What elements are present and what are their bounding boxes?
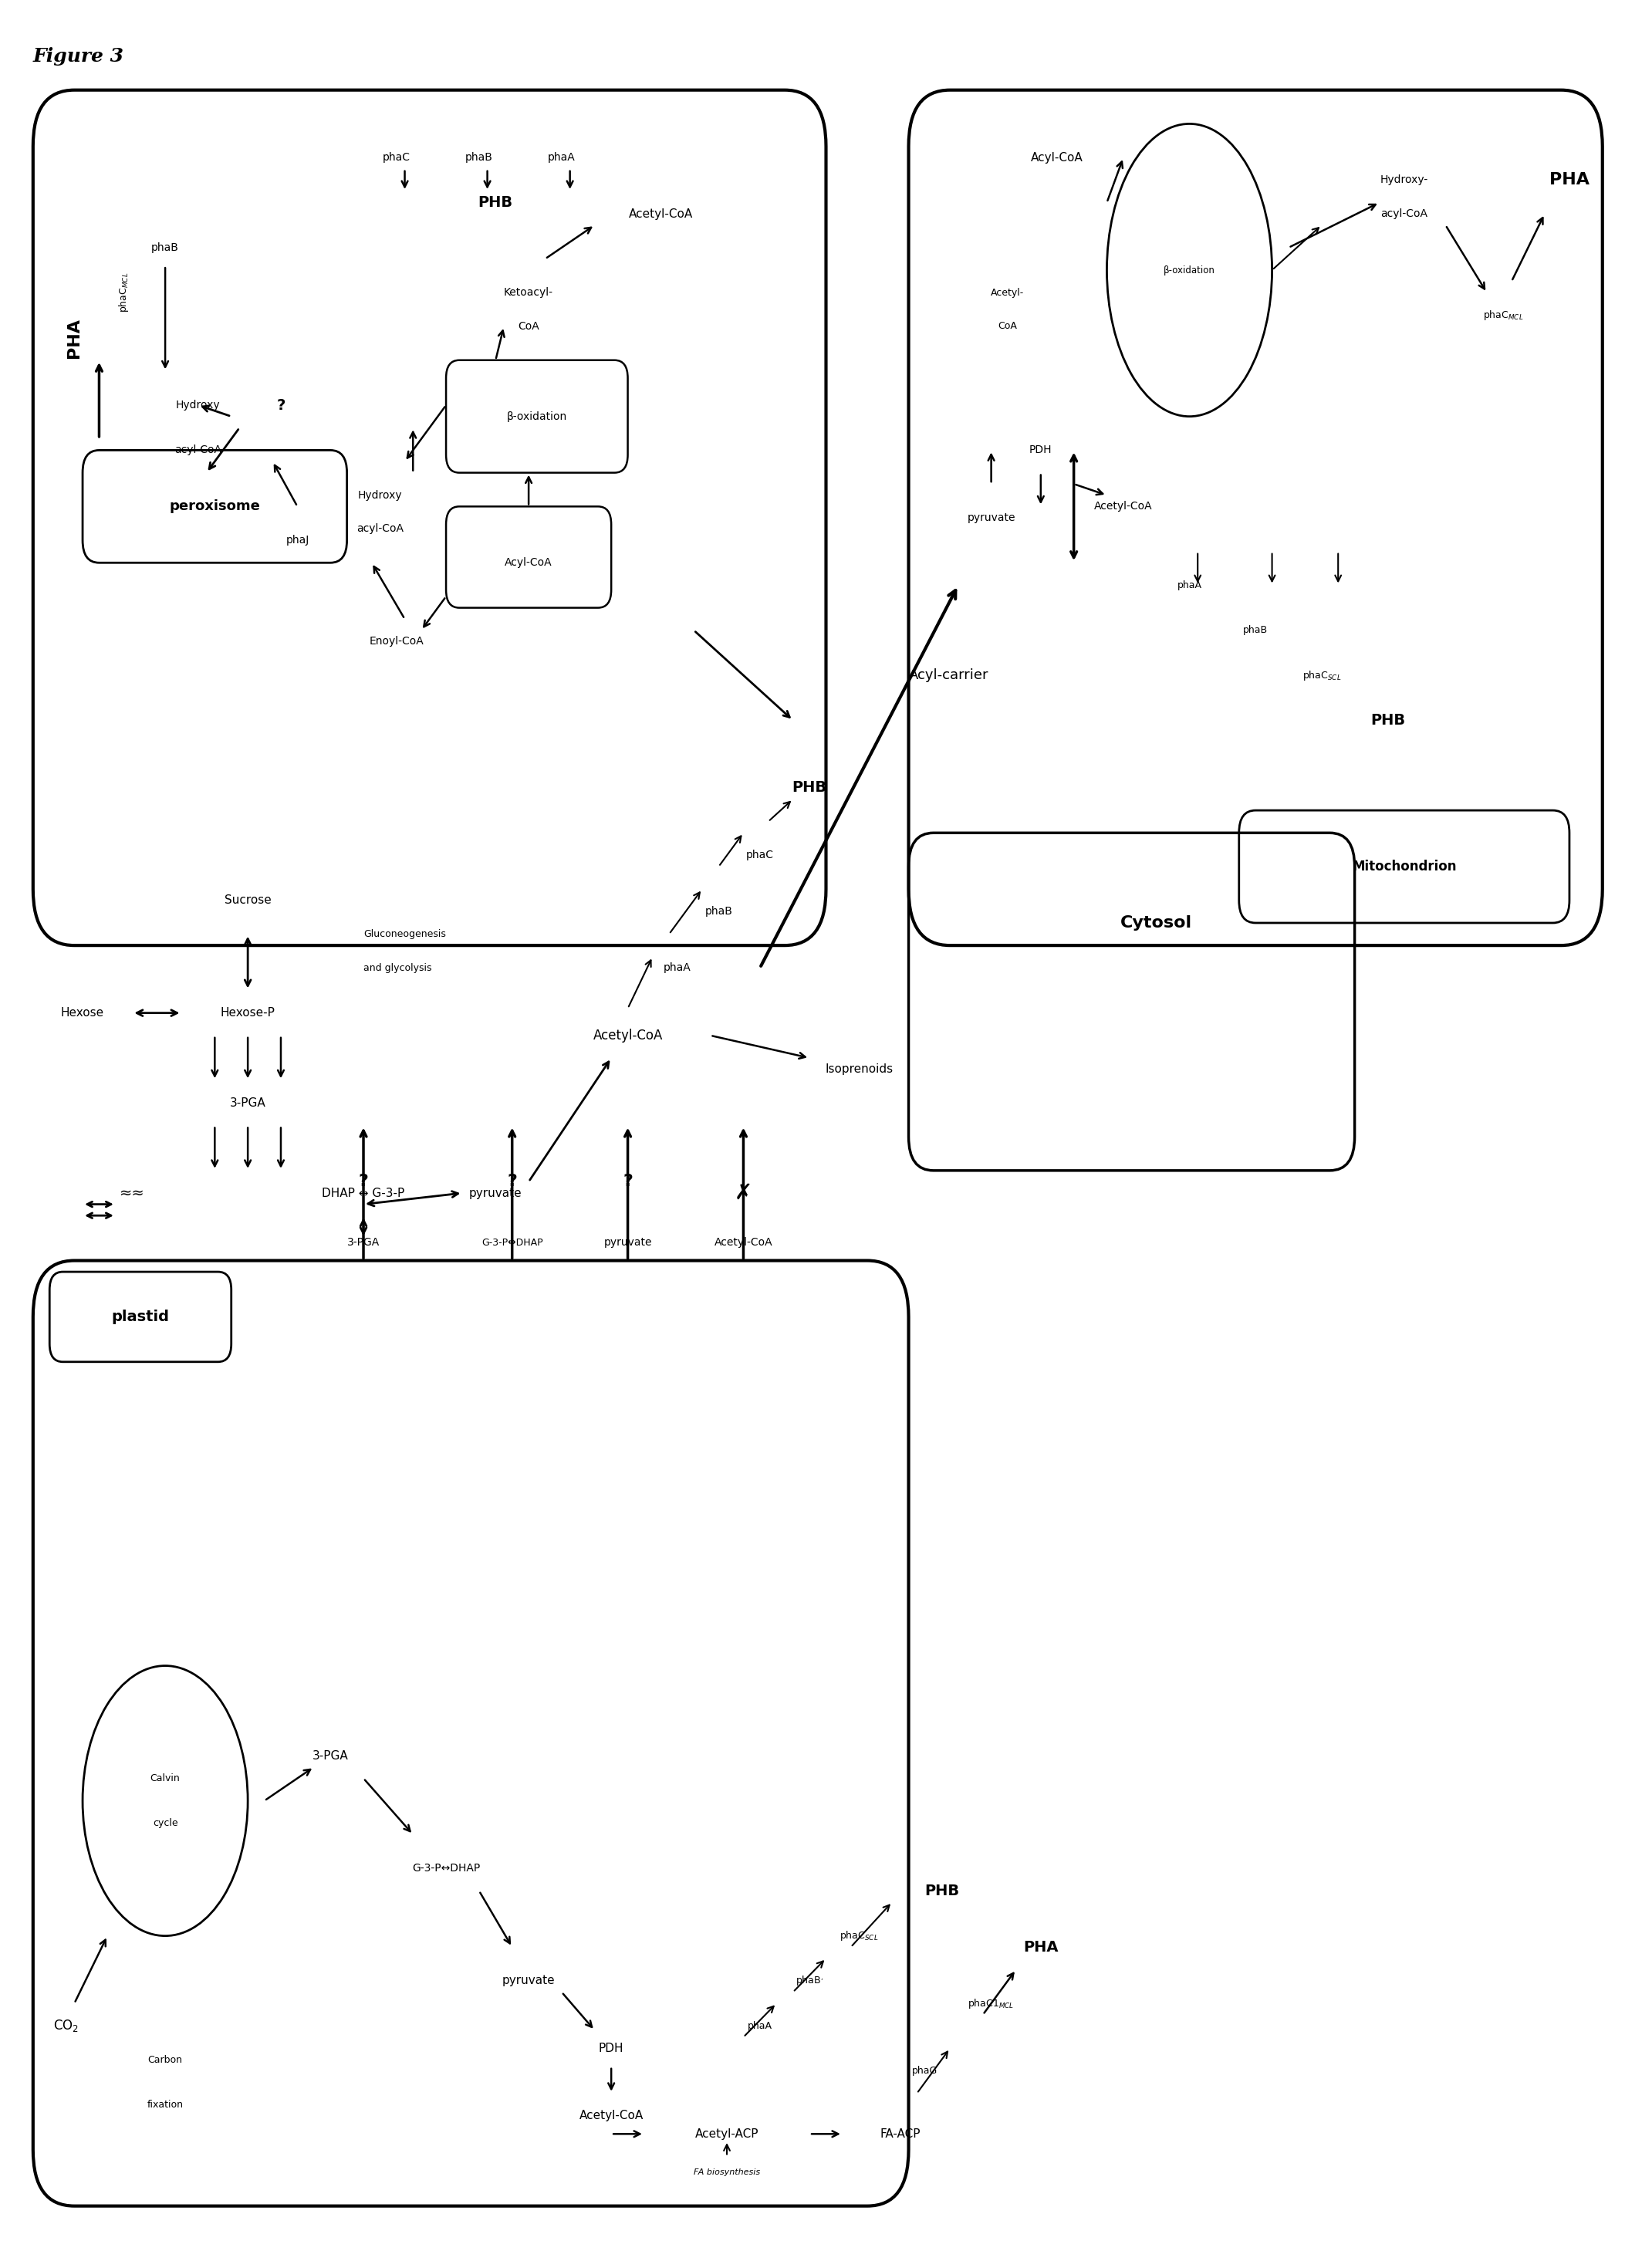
Text: Figure 3: Figure 3 bbox=[33, 47, 124, 65]
Text: ?: ? bbox=[358, 1175, 368, 1189]
Text: phaC$_{MCL}$: phaC$_{MCL}$ bbox=[117, 272, 131, 313]
Text: Enoyl-CoA: Enoyl-CoA bbox=[368, 637, 425, 646]
Text: ≈≈: ≈≈ bbox=[119, 1186, 145, 1200]
Text: Acetyl-CoA: Acetyl-CoA bbox=[580, 2109, 643, 2123]
Text: acyl-CoA: acyl-CoA bbox=[357, 524, 403, 533]
Text: phaB: phaB bbox=[705, 907, 732, 916]
Text: phaG: phaG bbox=[912, 2066, 938, 2075]
Text: Acetyl-CoA: Acetyl-CoA bbox=[714, 1238, 773, 1247]
Text: ?: ? bbox=[276, 398, 286, 412]
Text: phaA: phaA bbox=[548, 153, 575, 162]
Text: phaC: phaC bbox=[747, 851, 773, 860]
Text: CO$_2$: CO$_2$ bbox=[53, 2019, 79, 2033]
Text: phaB: phaB bbox=[466, 153, 492, 162]
Text: phaC$_{SCL}$: phaC$_{SCL}$ bbox=[1302, 669, 1341, 682]
Text: G-3-P↔DHAP: G-3-P↔DHAP bbox=[481, 1238, 544, 1247]
Text: CoA: CoA bbox=[519, 322, 539, 331]
Text: Hexose: Hexose bbox=[61, 1006, 104, 1020]
Text: FA biosynthesis: FA biosynthesis bbox=[694, 2168, 760, 2177]
Text: 3-PGA: 3-PGA bbox=[230, 1096, 266, 1110]
Text: phaA: phaA bbox=[748, 2021, 771, 2030]
Text: β-oxidation: β-oxidation bbox=[507, 412, 567, 421]
Text: Acetyl-CoA: Acetyl-CoA bbox=[629, 207, 692, 221]
Text: CoA: CoA bbox=[998, 322, 1018, 331]
Text: Hydroxy: Hydroxy bbox=[358, 491, 401, 500]
Text: DHAP ↔ G-3-P: DHAP ↔ G-3-P bbox=[322, 1186, 405, 1200]
Text: pyruvate: pyruvate bbox=[603, 1238, 653, 1247]
Text: Cytosol: Cytosol bbox=[1120, 916, 1193, 930]
Text: Acyl-CoA: Acyl-CoA bbox=[506, 558, 552, 567]
Text: phaA: phaA bbox=[1178, 581, 1201, 590]
Text: phaJ: phaJ bbox=[286, 536, 309, 545]
Text: Acyl-carrier: Acyl-carrier bbox=[909, 669, 988, 682]
Text: PHA: PHA bbox=[66, 317, 83, 358]
Text: Mitochondrion: Mitochondrion bbox=[1351, 860, 1457, 873]
Text: cycle: cycle bbox=[152, 1819, 178, 1828]
Text: phaB$^,$: phaB$^,$ bbox=[796, 1974, 823, 1988]
Text: phaB: phaB bbox=[1242, 626, 1269, 635]
Text: PHB: PHB bbox=[791, 781, 828, 795]
Text: 3-PGA: 3-PGA bbox=[312, 1749, 349, 1763]
Text: PHB: PHB bbox=[477, 196, 514, 209]
Text: PDH: PDH bbox=[1029, 446, 1052, 455]
Text: acyl-CoA: acyl-CoA bbox=[1381, 209, 1427, 218]
Text: fixation: fixation bbox=[147, 2100, 183, 2109]
Text: Acetyl-: Acetyl- bbox=[991, 288, 1024, 297]
Text: phaC$_{SCL}$: phaC$_{SCL}$ bbox=[839, 1929, 879, 1943]
Text: PDH: PDH bbox=[598, 2042, 624, 2055]
Text: ✗: ✗ bbox=[735, 1182, 752, 1204]
Text: Hydroxy: Hydroxy bbox=[177, 401, 220, 410]
Text: phaC: phaC bbox=[383, 153, 410, 162]
Text: Acetyl-CoA: Acetyl-CoA bbox=[1094, 502, 1153, 511]
Text: PHB: PHB bbox=[923, 1884, 960, 1898]
Text: plastid: plastid bbox=[111, 1310, 170, 1324]
Text: PHB: PHB bbox=[1370, 714, 1406, 727]
Text: Hydroxy-: Hydroxy- bbox=[1379, 176, 1429, 185]
Text: phaC1$_{MCL}$: phaC1$_{MCL}$ bbox=[968, 1997, 1014, 2010]
Text: acyl-CoA: acyl-CoA bbox=[175, 446, 221, 455]
Text: Gluconeogenesis: Gluconeogenesis bbox=[363, 930, 446, 939]
Text: pyruvate: pyruvate bbox=[966, 513, 1016, 522]
Text: phaB: phaB bbox=[152, 243, 178, 252]
Text: PHA: PHA bbox=[1023, 1940, 1059, 1954]
Text: Acyl-CoA: Acyl-CoA bbox=[1031, 151, 1084, 164]
Text: pyruvate: pyruvate bbox=[469, 1186, 522, 1200]
Text: 3-PGA: 3-PGA bbox=[347, 1238, 380, 1247]
Text: peroxisome: peroxisome bbox=[169, 500, 261, 513]
Text: β-oxidation: β-oxidation bbox=[1163, 266, 1216, 275]
Text: FA-ACP: FA-ACP bbox=[881, 2127, 920, 2141]
Text: ?: ? bbox=[507, 1175, 517, 1189]
Text: pyruvate: pyruvate bbox=[502, 1974, 555, 1988]
Text: phaC$_{MCL}$: phaC$_{MCL}$ bbox=[1483, 308, 1523, 322]
Text: Isoprenoids: Isoprenoids bbox=[824, 1062, 894, 1076]
Text: PHA: PHA bbox=[1550, 173, 1589, 187]
Text: Ketoacyl-: Ketoacyl- bbox=[504, 288, 553, 297]
Text: Acetyl-ACP: Acetyl-ACP bbox=[695, 2127, 758, 2141]
Text: ?: ? bbox=[623, 1175, 633, 1189]
Text: Acetyl-CoA: Acetyl-CoA bbox=[593, 1029, 662, 1042]
Text: and glycolysis: and glycolysis bbox=[363, 963, 431, 972]
Text: G-3-P↔DHAP: G-3-P↔DHAP bbox=[411, 1864, 481, 1873]
Text: Sucrose: Sucrose bbox=[225, 894, 271, 907]
Text: phaA: phaA bbox=[664, 963, 691, 972]
Text: Calvin: Calvin bbox=[150, 1774, 180, 1783]
Text: Carbon: Carbon bbox=[147, 2055, 183, 2064]
Text: Hexose-P: Hexose-P bbox=[220, 1006, 276, 1020]
